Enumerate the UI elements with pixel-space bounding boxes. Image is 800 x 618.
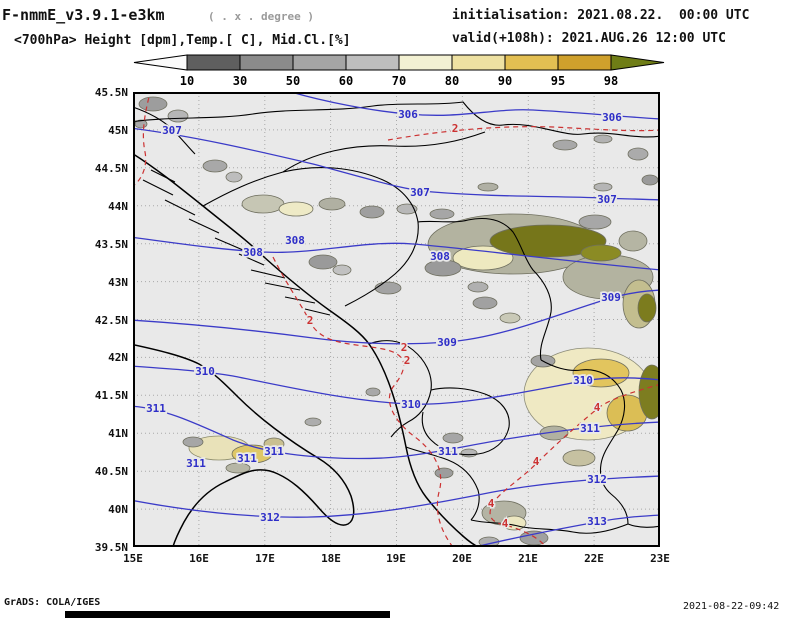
map-plot: 307 306 306 307 307 308 308 308 309 309 … <box>133 92 660 547</box>
colorbar-segment <box>504 54 559 71</box>
country-borders <box>133 101 660 534</box>
height-contour-label: 309 <box>601 291 621 304</box>
colorbar-tick: 50 <box>286 74 300 88</box>
plot-frame <box>133 92 660 547</box>
lat-tick-label: 45.5N <box>94 86 128 99</box>
height-contour-label: 309 <box>437 336 457 349</box>
temp-contour-label: 2 <box>307 314 314 327</box>
height-contour-label: 310 <box>195 365 215 378</box>
init-time: initialisation: 2021.08.22. 00:00 UTC <box>452 8 750 23</box>
lon-tick-label: 22E <box>584 552 604 565</box>
lon-tick-label: 18E <box>321 552 341 565</box>
lon-tick-label: 23E <box>650 552 670 565</box>
temp-contour-label: 4 <box>488 497 495 510</box>
height-contour-label: 308 <box>430 250 450 263</box>
height-contour-label: 308 <box>243 246 263 259</box>
height-contour-label: 311 <box>237 452 257 465</box>
height-contour-label: 311 <box>146 402 166 415</box>
height-contour-label: 311 <box>186 457 206 470</box>
lon-tick-label: 21E <box>518 552 538 565</box>
height-contour-label: 311 <box>438 445 458 458</box>
lon-tick-label: 17E <box>255 552 275 565</box>
height-contour-label: 308 <box>285 234 305 247</box>
colorbar-tick: 70 <box>392 74 406 88</box>
temp-contour-label: 2 <box>404 354 411 367</box>
colorbar-tick: 60 <box>339 74 353 88</box>
lat-tick-label: 41N <box>108 427 128 440</box>
model-title: F-nmmE_v3.9.1-e3km <box>2 6 165 24</box>
lat-tick-label: 44.5N <box>94 162 128 175</box>
colorbar-segment <box>345 54 400 71</box>
valid-time: valid(+108h): 2021.AUG.26 12:00 UTC <box>452 31 726 46</box>
height-contour-label: 310 <box>401 398 421 411</box>
colorbar: 10 30 50 60 70 80 90 95 98 <box>133 54 665 88</box>
grads-credit: GrADS: COLA/IGES <box>4 597 101 608</box>
height-contour-label: 307 <box>597 193 617 206</box>
lat-tick-label: 41.5N <box>94 389 128 402</box>
temp-contours <box>133 92 660 547</box>
lat-tick-label: 39.5N <box>94 541 128 554</box>
field-title: <700hPa> Height [dpm],Temp.[ C], Mid.Cl.… <box>14 33 351 48</box>
colorbar-tick: 30 <box>233 74 247 88</box>
temp-contour-label: 4 <box>502 517 509 530</box>
lat-tick-label: 40N <box>108 503 128 516</box>
model-subtitle: ( . x . degree ) <box>208 10 314 23</box>
colorbar-tick: 90 <box>498 74 512 88</box>
temp-contour-label: 2 <box>401 341 408 354</box>
coastlines <box>133 152 480 547</box>
lat-tick-label: 43.5N <box>94 238 128 251</box>
islands <box>142 169 331 316</box>
render-timestamp: 2021-08-22-09:42 <box>683 601 780 612</box>
colorbar-segment <box>398 54 453 71</box>
colorbar-tick: 80 <box>445 74 459 88</box>
height-contour-label: 311 <box>580 422 600 435</box>
lat-tick-label: 42.5N <box>94 314 128 327</box>
lon-tick-label: 20E <box>452 552 472 565</box>
lat-tick-label: 43N <box>108 276 128 289</box>
height-contour-label: 313 <box>587 515 607 528</box>
lon-tick-label: 19E <box>386 552 406 565</box>
height-contour-label: 312 <box>260 511 280 524</box>
temp-contour-label: 2 <box>452 122 459 135</box>
lat-tick-label: 40.5N <box>94 465 128 478</box>
height-contour-label: 311 <box>264 445 284 458</box>
lon-tick-label: 16E <box>189 552 209 565</box>
temp-contour-label: 4 <box>533 455 540 468</box>
colorbar-tick: 10 <box>180 74 194 88</box>
lat-tick-label: 45N <box>108 124 128 137</box>
colorbar-segment <box>557 54 612 71</box>
colorbar-segment <box>239 54 294 71</box>
colorbar-segment <box>451 54 506 71</box>
lat-tick-label: 42N <box>108 351 128 364</box>
height-contour-label: 307 <box>410 186 430 199</box>
height-contour-label: 307 <box>162 124 182 137</box>
colorbar-tick: 95 <box>551 74 565 88</box>
colorbar-tick: 98 <box>604 74 618 88</box>
bottom-edge-bar <box>65 611 390 618</box>
colorbar-segment <box>186 54 241 71</box>
height-contour-label: 312 <box>587 473 607 486</box>
colorbar-above-arrow <box>610 54 665 71</box>
lon-tick-label: 15E <box>123 552 143 565</box>
colorbar-segment <box>292 54 347 71</box>
height-contour-label: 306 <box>398 108 418 121</box>
height-contours <box>133 92 660 547</box>
temp-contour-label: 4 <box>594 401 601 414</box>
height-contour-label: 306 <box>602 111 622 124</box>
lat-tick-label: 44N <box>108 200 128 213</box>
cloud-shading <box>134 96 660 547</box>
height-contour-label: 310 <box>573 374 593 387</box>
colorbar-below-arrow <box>133 54 188 71</box>
